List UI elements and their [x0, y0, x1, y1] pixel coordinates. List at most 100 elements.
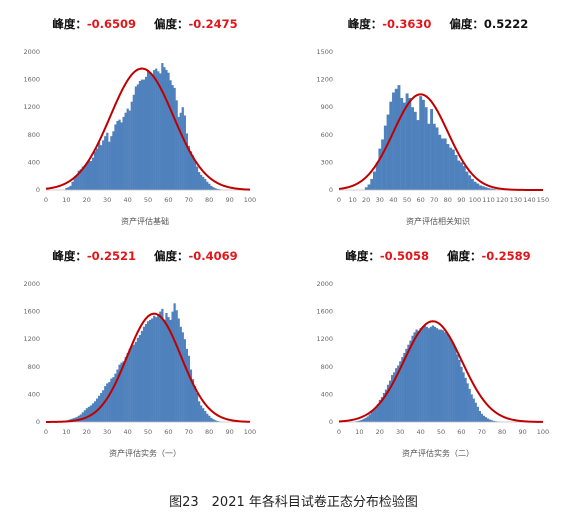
histogram-bar: [375, 162, 379, 190]
x-tick-label: 90: [457, 196, 465, 204]
x-tick-label: 90: [518, 428, 526, 436]
histogram-bar: [67, 187, 70, 190]
histogram-bar: [481, 186, 485, 190]
x-tick-label: 60: [416, 196, 424, 204]
y-tick-label: 0: [329, 186, 333, 194]
y-tick-label: 800: [321, 363, 333, 371]
histogram-bar: [108, 381, 111, 422]
histogram-bar: [423, 325, 426, 422]
y-tick-label: 600: [321, 131, 333, 139]
histogram-bar: [462, 166, 466, 190]
normal-curve: [338, 93, 543, 191]
histogram-bar: [130, 346, 133, 422]
x-tick-label: 70: [185, 428, 193, 436]
histogram-bar: [138, 80, 142, 190]
histogram-bar: [421, 99, 425, 190]
histogram-bar: [87, 160, 91, 190]
figure-caption: 图23 2021 年各科目试卷正态分布检验图: [169, 495, 418, 510]
x-tick-label: 90: [225, 428, 233, 436]
histogram-bar: [435, 328, 439, 422]
histogram-bar: [370, 411, 373, 422]
x-tick-label: 30: [396, 428, 404, 436]
y-tick-label: 0: [329, 418, 333, 426]
histogram-bar: [142, 79, 146, 190]
y-tick-label: 1200: [316, 335, 333, 343]
histogram-bar: [446, 144, 450, 190]
x-tick-label: 100: [469, 196, 481, 204]
kurtosis-label-2: 峰度：: [347, 17, 383, 31]
histogram-bar: [472, 398, 475, 422]
y-tick-label: 1600: [23, 76, 40, 84]
x-tick-label: 30: [103, 428, 111, 436]
histogram-bar: [146, 321, 150, 422]
x-tick-label: 100: [244, 196, 256, 204]
histogram-bar: [124, 112, 127, 190]
histogram-bar: [193, 161, 197, 190]
histogram-bar: [476, 406, 479, 422]
histogram-bar: [87, 406, 91, 422]
histogram-bar: [386, 384, 390, 422]
histogram-bar: [378, 399, 382, 422]
x-tick-label: 40: [123, 428, 131, 436]
histogram-bar: [419, 328, 422, 422]
y-tick-label: 900: [321, 103, 333, 111]
histogram-bar: [484, 187, 488, 190]
x-tick-label: 0: [337, 196, 341, 204]
x-tick-label: 150: [537, 196, 549, 204]
skewness-label-2: 偏度：: [449, 17, 484, 31]
x-tick-label: 80: [205, 428, 213, 436]
histogram-bar: [362, 418, 365, 422]
histogram-chart-1: 0 400 800 1200 1600 2000 0 10 20 30 40 50 60 70 80 90 10…: [23, 48, 256, 204]
histogram-bar: [204, 178, 207, 190]
histogram-bar: [79, 414, 82, 422]
histogram-bar: [189, 369, 193, 422]
histogram-bar: [427, 328, 430, 422]
histogram-bar: [149, 72, 152, 190]
histogram-bar: [480, 413, 484, 422]
histogram-bar: [383, 125, 387, 190]
histogram-bar: [457, 160, 461, 190]
histogram-bar: [402, 102, 406, 190]
histogram-bar: [478, 410, 481, 422]
histogram-bar: [427, 123, 431, 190]
y-tick-label: 1500: [316, 48, 333, 56]
histogram-bar: [376, 404, 379, 422]
histogram-bar: [134, 341, 137, 422]
histogram-bar: [208, 183, 211, 190]
histogram-bar: [395, 368, 398, 422]
histogram-bar: [389, 101, 393, 190]
histogram-bar: [206, 181, 209, 190]
histogram-bar: [124, 357, 127, 422]
histogram-bar: [378, 148, 382, 190]
histogram-bar: [110, 136, 113, 190]
histogram-bar: [185, 348, 188, 422]
histogram-bar: [197, 172, 201, 190]
histogram-bar: [374, 406, 377, 422]
histogram-bar: [397, 365, 400, 422]
histogram-bar: [191, 379, 195, 422]
histogram-bar: [79, 169, 82, 190]
histogram-bar: [208, 415, 211, 422]
kurtosis-label-1: 峰度：: [52, 17, 87, 31]
histogram-bar: [130, 101, 133, 190]
histogram-bar: [171, 311, 174, 422]
histogram-bar: [370, 178, 374, 190]
y-tick-label: 0: [36, 418, 40, 426]
histogram-bar: [450, 339, 453, 422]
histogram-bar: [409, 340, 412, 422]
histogram-bar: [157, 71, 160, 190]
histogram-bar: [487, 188, 491, 190]
histogram-bar: [181, 332, 184, 422]
histogram-bar: [411, 107, 414, 190]
x-tick-label: 50: [144, 428, 152, 436]
normal-curve: [338, 320, 544, 423]
histogram-bar: [163, 67, 166, 190]
histogram-bar: [151, 74, 154, 190]
histogram-bar: [210, 417, 213, 422]
histogram-bar: [126, 353, 129, 422]
histogram-bar: [136, 84, 140, 190]
histogram-bar: [413, 111, 417, 190]
x-tick-label: 40: [389, 196, 397, 204]
histogram-bar: [452, 342, 455, 422]
x-tick-label: 10: [355, 428, 363, 436]
